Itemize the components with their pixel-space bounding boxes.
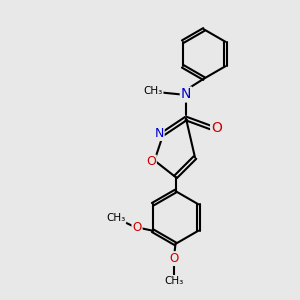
Text: N: N (154, 127, 164, 140)
Text: O: O (211, 122, 222, 135)
Text: O: O (146, 155, 156, 169)
Text: CH₃: CH₃ (143, 86, 163, 97)
Text: O: O (169, 252, 178, 265)
Text: CH₃: CH₃ (106, 213, 125, 223)
Text: CH₃: CH₃ (164, 276, 184, 286)
Text: O: O (132, 221, 142, 234)
Text: N: N (181, 88, 191, 101)
